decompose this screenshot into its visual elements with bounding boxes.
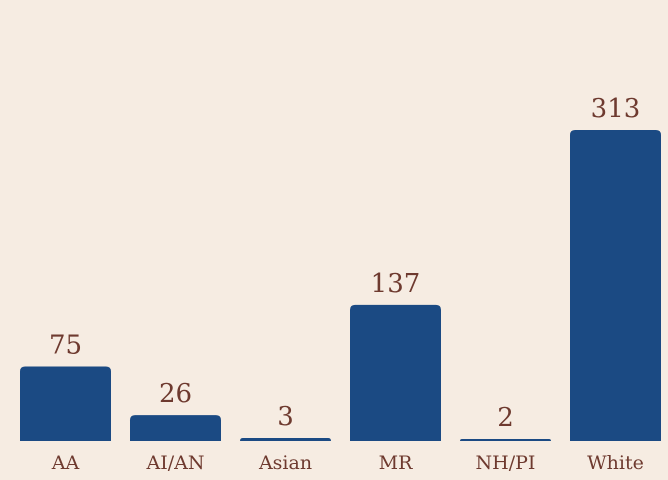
value-label: 137 <box>371 269 421 299</box>
x-tick-label: AA <box>51 452 80 474</box>
value-label: 313 <box>591 94 641 124</box>
bar <box>570 130 661 441</box>
value-label: 75 <box>49 330 82 360</box>
value-label: 26 <box>159 379 192 409</box>
bar <box>460 439 551 441</box>
value-label: 3 <box>277 402 294 432</box>
value-label: 2 <box>497 403 514 433</box>
bar <box>240 438 331 441</box>
x-tick-label: MR <box>379 452 413 474</box>
x-tick-label: NH/PI <box>476 452 536 474</box>
x-tick-label: AI/AN <box>146 452 205 474</box>
x-tick-label: Asian <box>258 452 312 474</box>
x-tick-label: White <box>587 452 644 474</box>
bar <box>20 366 111 441</box>
bar <box>130 415 221 441</box>
bar <box>350 304 441 441</box>
